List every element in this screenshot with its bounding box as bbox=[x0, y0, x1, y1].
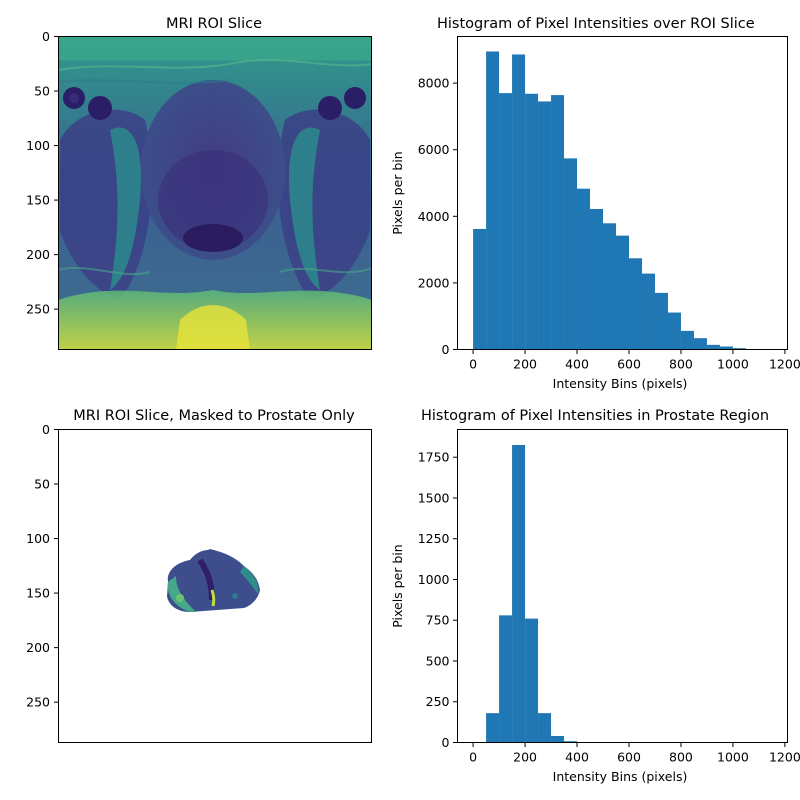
x-tick-label: 0 bbox=[469, 357, 477, 372]
histogram-bar bbox=[577, 188, 591, 350]
panel-title: MRI ROI Slice bbox=[166, 16, 262, 32]
histogram-bar bbox=[512, 54, 526, 350]
y-tick-label: 0 bbox=[42, 422, 50, 437]
y-tick-label: 2000 bbox=[418, 275, 450, 290]
y-tick-label: 0 bbox=[442, 342, 450, 357]
x-tick-label: 200 bbox=[513, 750, 537, 765]
histogram-bar bbox=[486, 51, 500, 350]
y-tick-label: 4000 bbox=[418, 209, 450, 224]
x-tick-label: 1000 bbox=[717, 750, 749, 765]
y-tick-label: 150 bbox=[26, 193, 50, 208]
panel-title: MRI ROI Slice, Masked to Prostate Only bbox=[73, 408, 355, 424]
histogram-bar bbox=[641, 273, 655, 350]
y-tick-label: 100 bbox=[26, 531, 50, 546]
histogram-bars bbox=[473, 51, 772, 350]
histogram-bar bbox=[486, 713, 500, 743]
x-tick-label: 200 bbox=[513, 357, 537, 372]
y-tick-label: 50 bbox=[34, 477, 50, 492]
y-axis: 0 50 100 150 200 250 bbox=[26, 422, 59, 710]
histogram-bar bbox=[693, 338, 707, 350]
x-tick-label: 1000 bbox=[717, 357, 749, 372]
x-tick-label: 800 bbox=[669, 357, 693, 372]
histogram-bars bbox=[486, 444, 578, 743]
x-tick-label: 1200 bbox=[769, 750, 800, 765]
histogram-bar bbox=[538, 101, 552, 350]
histogram-bar bbox=[616, 235, 629, 350]
y-tick-label: 1000 bbox=[418, 572, 450, 587]
histogram-bar bbox=[499, 615, 513, 743]
y-tick-label: 250 bbox=[26, 695, 50, 710]
histogram-bar bbox=[499, 93, 513, 350]
histogram-bar bbox=[551, 95, 565, 350]
y-tick-label: 200 bbox=[26, 640, 50, 655]
y-tick-label: 100 bbox=[26, 138, 50, 153]
x-tick-label: 400 bbox=[565, 357, 589, 372]
histogram-bar bbox=[538, 713, 552, 743]
y-axis: 0 250 500 750 1000 1250 1500 1750 bbox=[418, 450, 458, 750]
y-tick-label: 500 bbox=[426, 653, 450, 668]
y-tick-label: 0 bbox=[42, 29, 50, 44]
histogram-bar bbox=[732, 348, 746, 350]
histogram-bar bbox=[473, 228, 487, 350]
y-axis-label: Pixels per bin bbox=[390, 151, 405, 234]
histogram-bar bbox=[525, 618, 539, 743]
y-tick-label: 6000 bbox=[418, 142, 450, 157]
x-tick-label: 600 bbox=[617, 750, 641, 765]
histogram-bar bbox=[667, 312, 681, 350]
masked-prostate-image bbox=[167, 549, 260, 612]
histogram-bar bbox=[680, 330, 694, 350]
histogram-bar bbox=[719, 346, 733, 350]
y-axis-label: Pixels per bin bbox=[390, 544, 405, 627]
x-tick-label: 0 bbox=[469, 750, 477, 765]
panel-mri-masked: MRI ROI Slice, Masked to Prostate Only 0… bbox=[26, 408, 372, 743]
y-tick-label: 1500 bbox=[418, 490, 450, 505]
panel-histogram-prostate: Histogram of Pixel Intensities in Prosta… bbox=[390, 408, 800, 784]
histogram-bar bbox=[525, 93, 539, 350]
x-tick-label: 800 bbox=[669, 750, 693, 765]
panel-mri-slice: MRI ROI Slice bbox=[26, 16, 372, 350]
histogram-bar bbox=[654, 292, 668, 350]
x-axis: 0 200 400 600 800 1000 1200 bbox=[469, 742, 800, 765]
histogram-bar bbox=[512, 444, 526, 743]
y-tick-label: 750 bbox=[426, 613, 450, 628]
x-axis-label: Intensity Bins (pixels) bbox=[553, 769, 688, 784]
y-tick-label: 1750 bbox=[418, 450, 450, 465]
x-axis: 0 200 400 600 800 1000 1200 bbox=[469, 349, 800, 372]
x-tick-label: 600 bbox=[617, 357, 641, 372]
histogram-bar bbox=[564, 158, 578, 350]
y-tick-label: 250 bbox=[426, 694, 450, 709]
y-tick-label: 8000 bbox=[418, 76, 450, 91]
mri-image bbox=[58, 36, 372, 350]
y-tick-label: 0 bbox=[442, 735, 450, 750]
panel-histogram-roi: Histogram of Pixel Intensities over ROI … bbox=[390, 16, 800, 391]
histogram-bar bbox=[603, 223, 617, 350]
y-tick-label: 200 bbox=[26, 247, 50, 262]
panel-title: Histogram of Pixel Intensities in Prosta… bbox=[421, 408, 769, 424]
y-axis: 0 2000 4000 6000 8000 bbox=[418, 76, 458, 357]
x-axis-label: Intensity Bins (pixels) bbox=[553, 376, 688, 391]
histogram-bar bbox=[590, 208, 604, 350]
histogram-bar bbox=[564, 741, 578, 743]
y-tick-label: 50 bbox=[34, 84, 50, 99]
y-tick-label: 1250 bbox=[418, 531, 450, 546]
y-axis: 0 50 100 150 200 250 bbox=[26, 29, 59, 317]
histogram-bar bbox=[551, 735, 565, 743]
y-tick-label: 150 bbox=[26, 586, 50, 601]
y-tick-label: 250 bbox=[26, 302, 50, 317]
x-tick-label: 400 bbox=[565, 750, 589, 765]
histogram-bar bbox=[628, 258, 642, 350]
x-tick-label: 1200 bbox=[769, 357, 800, 372]
histogram-bar bbox=[706, 344, 720, 350]
panel-title: Histogram of Pixel Intensities over ROI … bbox=[437, 16, 755, 32]
